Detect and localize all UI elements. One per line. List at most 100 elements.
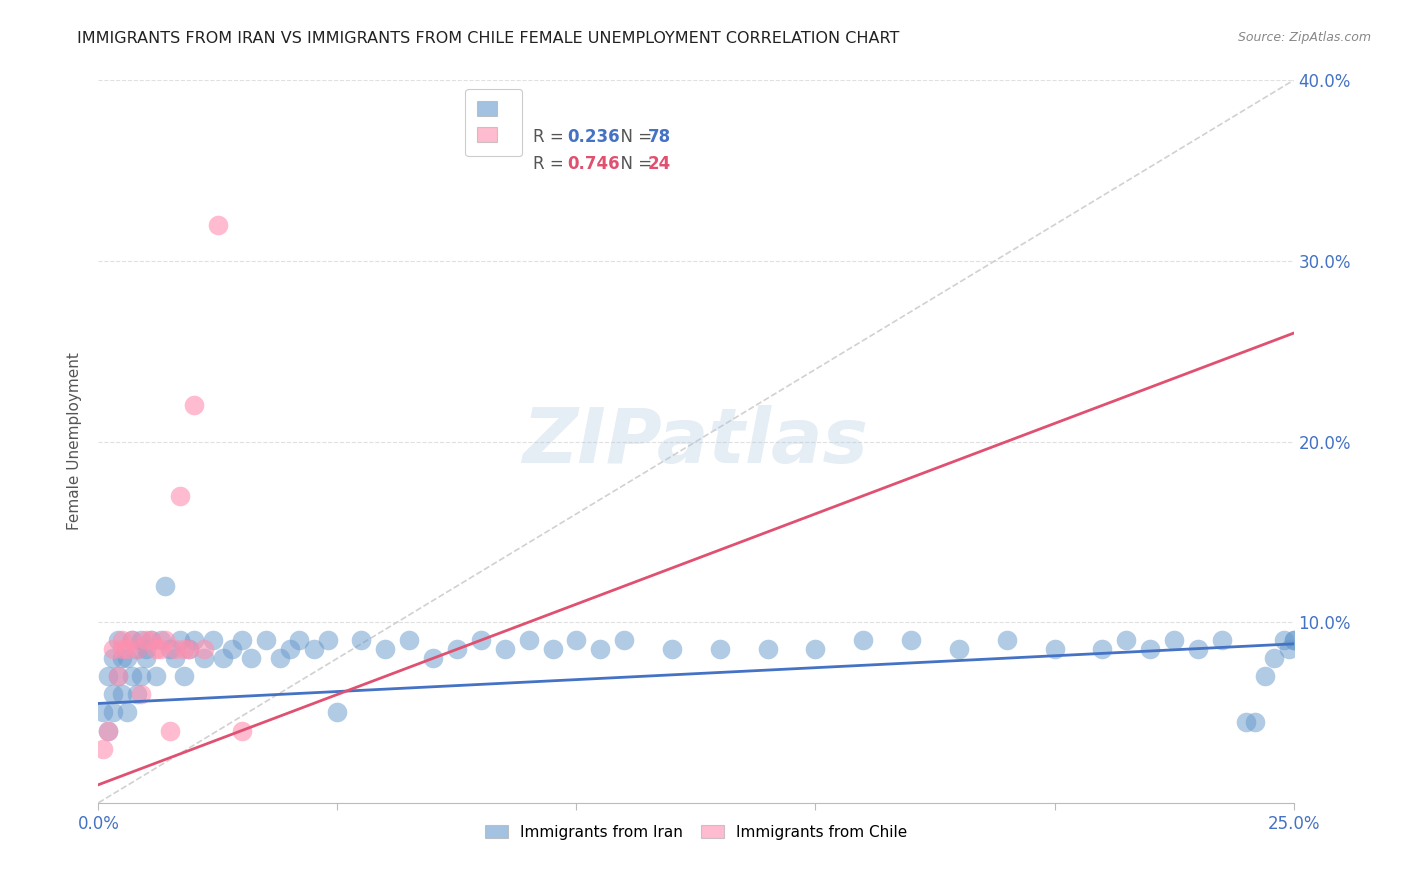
Text: N =: N = <box>610 155 657 173</box>
Text: 0.236: 0.236 <box>568 128 620 146</box>
Point <box>211 651 233 665</box>
Point <box>131 633 153 648</box>
Point <box>202 633 225 648</box>
Point <box>91 741 114 756</box>
Point <box>111 633 134 648</box>
Point <box>900 633 922 648</box>
Point <box>139 633 162 648</box>
Point <box>111 642 134 657</box>
Point <box>97 669 120 683</box>
Point <box>163 642 186 657</box>
Point <box>107 669 129 683</box>
Text: Source: ZipAtlas.com: Source: ZipAtlas.com <box>1237 31 1371 45</box>
Point <box>1234 714 1257 729</box>
Point <box>125 642 148 657</box>
Point <box>1278 642 1301 657</box>
Y-axis label: Female Unemployment: Female Unemployment <box>67 352 83 531</box>
Point <box>231 633 253 648</box>
Point <box>1254 669 1277 683</box>
Point <box>494 642 516 657</box>
Point <box>350 633 373 648</box>
Point <box>163 651 186 665</box>
Point <box>254 633 277 648</box>
Point <box>995 633 1018 648</box>
Point <box>231 723 253 738</box>
Point <box>111 687 134 701</box>
Point <box>145 642 167 657</box>
Point <box>159 723 181 738</box>
Point <box>207 218 229 232</box>
Point <box>107 669 129 683</box>
Point <box>97 723 120 738</box>
Point <box>149 633 172 648</box>
Point <box>541 642 564 657</box>
Point <box>169 489 191 503</box>
Text: IMMIGRANTS FROM IRAN VS IMMIGRANTS FROM CHILE FEMALE UNEMPLOYMENT CORRELATION CH: IMMIGRANTS FROM IRAN VS IMMIGRANTS FROM … <box>77 31 900 46</box>
Point <box>661 642 683 657</box>
Point <box>1187 642 1209 657</box>
Point <box>613 633 636 648</box>
Point <box>115 706 138 720</box>
Text: 78: 78 <box>648 128 671 146</box>
Point <box>155 579 177 593</box>
Point <box>173 642 195 657</box>
Point <box>135 651 157 665</box>
Point <box>1043 642 1066 657</box>
Point <box>145 669 167 683</box>
Point <box>1163 633 1185 648</box>
Point <box>107 633 129 648</box>
Point <box>125 687 148 701</box>
Text: R =: R = <box>533 155 568 173</box>
Point <box>756 642 779 657</box>
Text: 24: 24 <box>648 155 671 173</box>
Point <box>1263 651 1285 665</box>
Point <box>565 633 588 648</box>
Point <box>97 723 120 738</box>
Point <box>169 633 191 648</box>
Point <box>155 633 177 648</box>
Point <box>101 642 124 657</box>
Point <box>115 651 138 665</box>
Point <box>1211 633 1233 648</box>
Point <box>1139 642 1161 657</box>
Point <box>173 669 195 683</box>
Point <box>326 706 349 720</box>
Point <box>278 642 301 657</box>
Point <box>398 633 420 648</box>
Point <box>179 642 201 657</box>
Point <box>131 669 153 683</box>
Point <box>1115 633 1137 648</box>
Point <box>1282 633 1305 648</box>
Point <box>1282 633 1305 648</box>
Point <box>1091 642 1114 657</box>
Point <box>240 651 263 665</box>
Point <box>91 706 114 720</box>
Point <box>288 633 311 648</box>
Text: N =: N = <box>610 128 657 146</box>
Point <box>121 669 143 683</box>
Text: ZIPatlas: ZIPatlas <box>523 405 869 478</box>
Point <box>183 633 205 648</box>
Point <box>139 633 162 648</box>
Point <box>589 642 612 657</box>
Point <box>709 642 731 657</box>
Point <box>121 633 143 648</box>
Point <box>948 642 970 657</box>
Text: 0.746: 0.746 <box>568 155 620 173</box>
Point <box>101 687 124 701</box>
Point <box>446 642 468 657</box>
Point <box>135 642 157 657</box>
Legend: Immigrants from Iran, Immigrants from Chile: Immigrants from Iran, Immigrants from Ch… <box>478 819 914 846</box>
Point <box>1244 714 1267 729</box>
Point <box>101 651 124 665</box>
Point <box>125 642 148 657</box>
Point <box>115 642 138 657</box>
Point <box>517 633 540 648</box>
Point <box>1272 633 1295 648</box>
Text: R =: R = <box>533 128 568 146</box>
Point <box>193 642 215 657</box>
Point <box>183 398 205 412</box>
Point <box>135 633 157 648</box>
Point <box>221 642 243 657</box>
Point <box>149 642 172 657</box>
